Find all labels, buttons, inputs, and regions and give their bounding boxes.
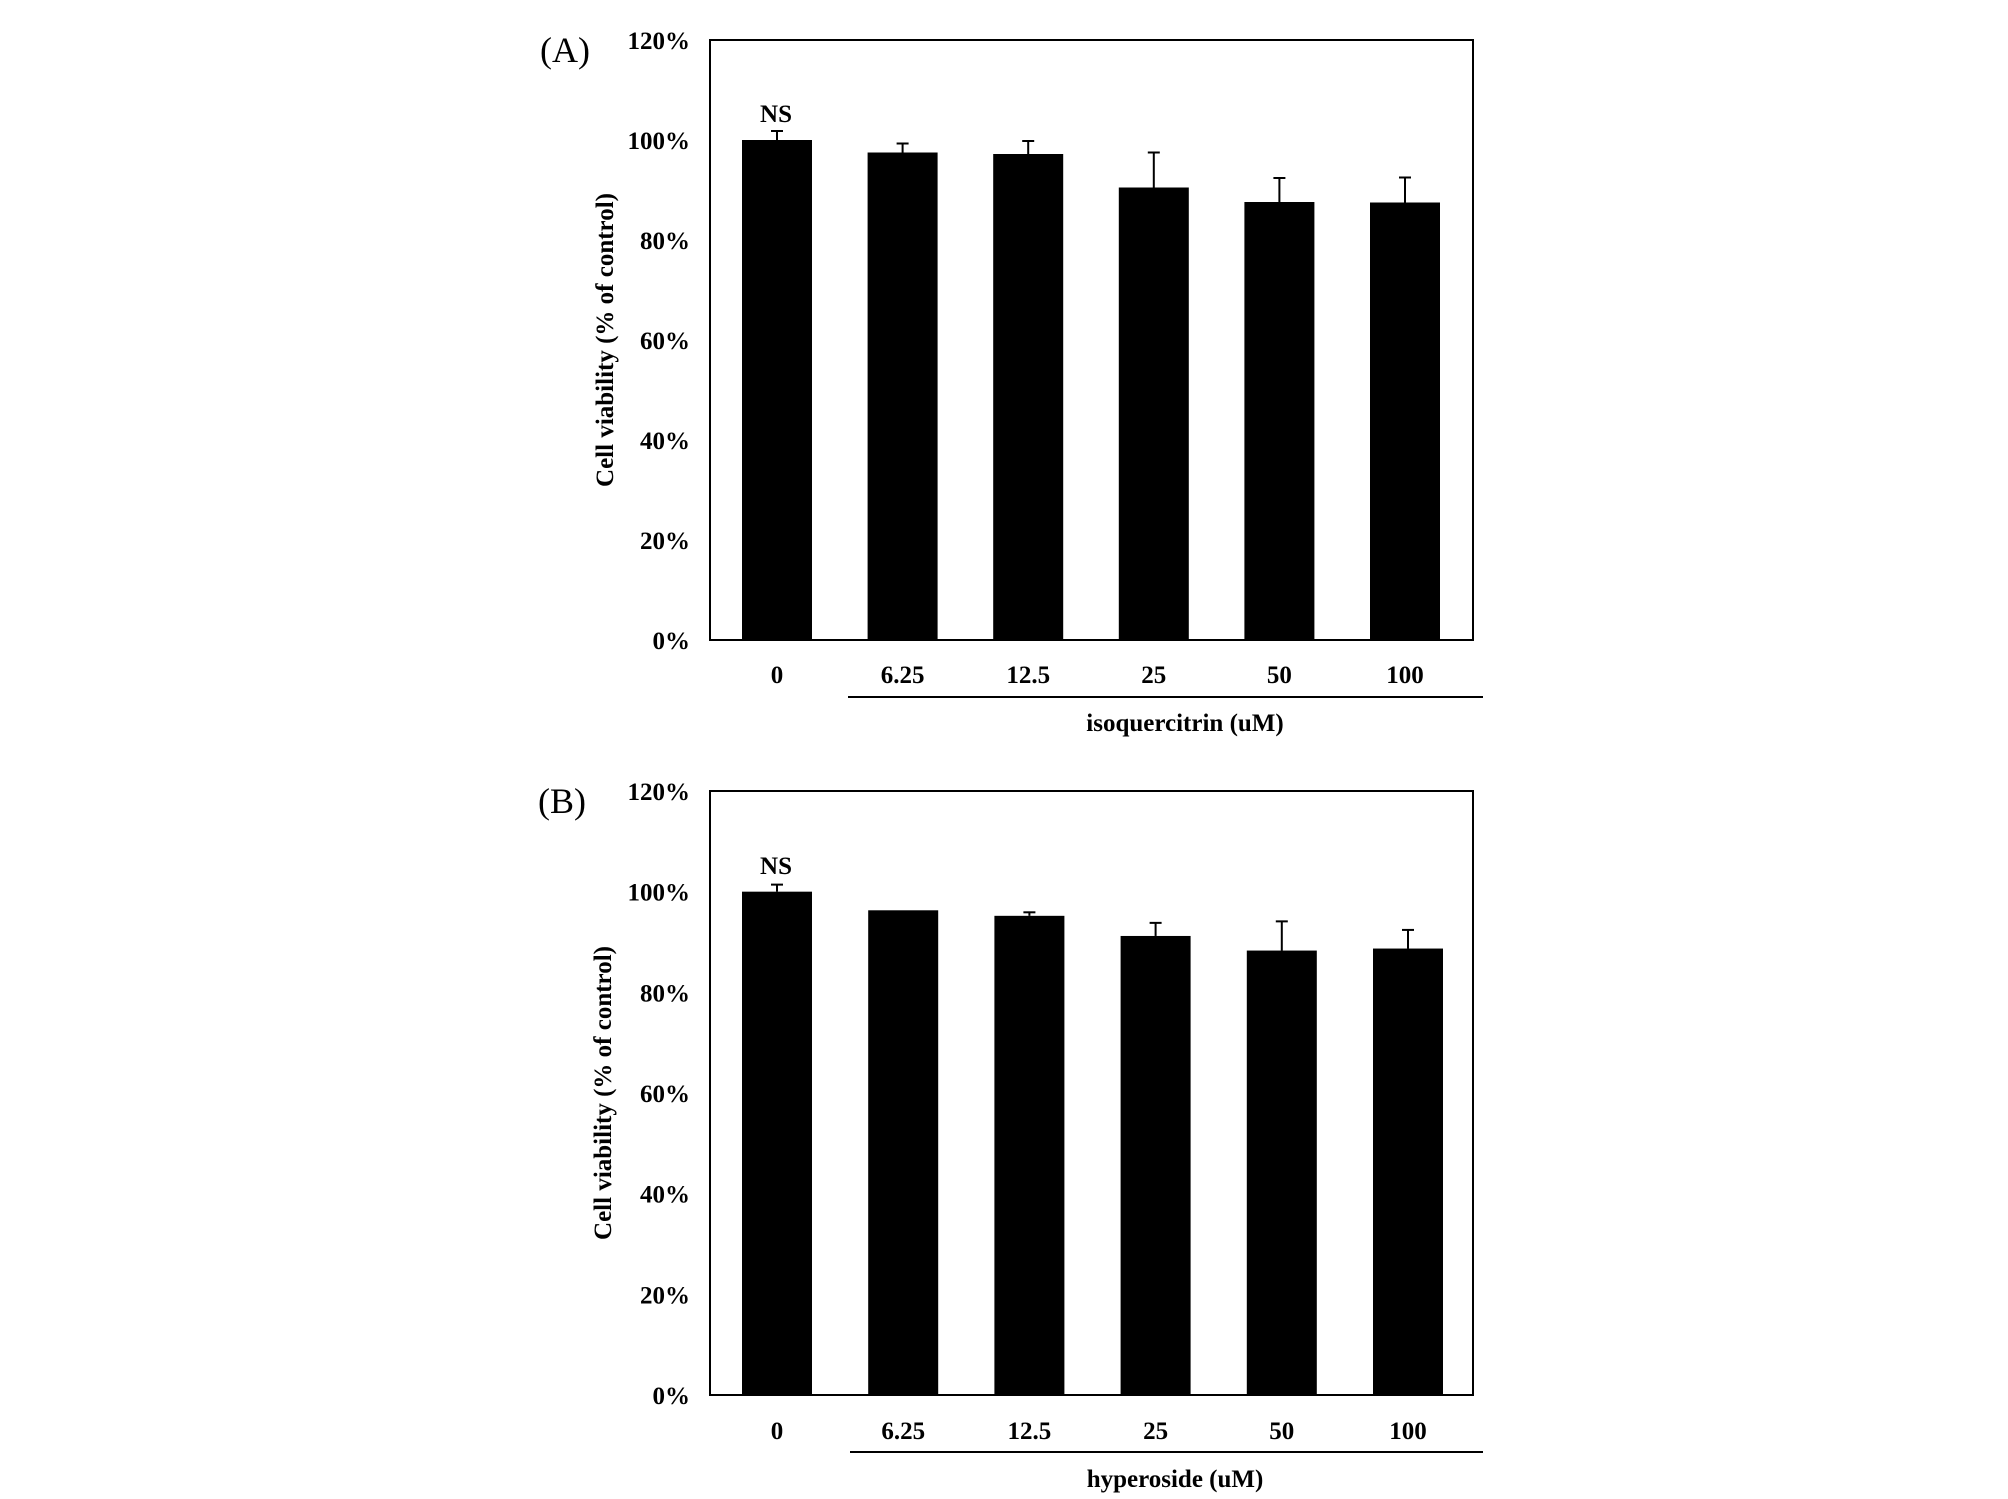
panel-b-x-tick-label: 25 — [1143, 1418, 1168, 1445]
panel-b-bars — [742, 883, 1443, 1395]
panel-b-ns-annotation: NS — [760, 853, 792, 880]
panel-b-y-tick-label: 60% — [640, 1081, 690, 1108]
panel-a-y-tick-label: 80% — [640, 228, 690, 255]
panel-b-y-tick-label: 120% — [628, 779, 691, 806]
panel-b-y-axis-label: Cell viability (% of control) — [590, 946, 617, 1240]
panel-b-plot-frame — [709, 790, 1474, 1396]
panel-a-plot-frame — [709, 39, 1474, 641]
panel-b-x-tick-label: 6.25 — [881, 1418, 925, 1445]
panel-a-x-tick-label: 12.5 — [1006, 662, 1050, 689]
panel-b: (B) 0% 20% 40% 60% 80% 100% 120% 0 6.25 12.5 25 50… — [538, 779, 1483, 1493]
panel-b-y-tick-label: 0% — [653, 1383, 691, 1410]
panel-b-x-tick-label: 0 — [771, 1418, 784, 1445]
panel-a-y-tick-label: 60% — [640, 328, 690, 355]
panel-a-bar — [867, 152, 938, 640]
panel-a-label: (A) — [540, 30, 590, 70]
panel-b-y-ticks: 0% 20% 40% 60% 80% 100% 120% — [628, 779, 691, 1410]
panel-a-y-tick-label: 120% — [628, 28, 691, 55]
panel-a: (A) 0% 20% 40% 60% 80% 100% 120% 0 6.25 12.5 25 50… — [540, 28, 1483, 737]
panel-b-bar — [1246, 950, 1317, 1395]
panel-a-x-tick-label: 25 — [1141, 662, 1166, 689]
panel-a-x-axis-label: isoquercitrin (uM) — [1086, 710, 1283, 737]
panel-a-bar — [1370, 202, 1440, 640]
panel-a-y-axis-label: Cell viability (% of control) — [592, 193, 619, 487]
panel-a-y-ticks: 0% 20% 40% 60% 80% 100% 120% — [628, 28, 691, 655]
panel-a-bar — [1118, 187, 1189, 640]
panel-b-y-tick-label: 80% — [640, 980, 690, 1007]
panel-b-x-tick-label: 12.5 — [1008, 1418, 1052, 1445]
panel-b-bar — [868, 910, 939, 1395]
panel-a-y-tick-label: 40% — [640, 428, 690, 455]
panel-a-bar — [993, 154, 1064, 640]
panel-a-bars — [742, 130, 1440, 640]
panel-b-x-tick-label: 100 — [1389, 1418, 1427, 1445]
panel-b-y-tick-label: 20% — [640, 1282, 690, 1309]
panel-a-x-ticks: 0 6.25 12.5 25 50 100 — [771, 662, 1424, 689]
panel-a-x-tick-label: 50 — [1267, 662, 1292, 689]
panel-b-x-tick-label: 50 — [1269, 1418, 1294, 1445]
panel-a-x-tick-label: 6.25 — [881, 662, 925, 689]
panel-b-x-axis-label: hyperoside (uM) — [1087, 1466, 1264, 1493]
panel-b-bar — [742, 891, 812, 1395]
panel-b-y-tick-label: 40% — [640, 1182, 690, 1209]
panel-b-bar — [994, 915, 1065, 1395]
panel-a-y-tick-label: 100% — [628, 128, 691, 155]
panel-b-label: (B) — [538, 781, 586, 821]
panel-b-y-tick-label: 100% — [628, 880, 691, 907]
panel-a-x-tick-label: 0 — [771, 662, 784, 689]
panel-b-x-ticks: 0 6.25 12.5 25 50 100 — [771, 1418, 1427, 1445]
panel-a-y-tick-label: 0% — [653, 628, 691, 655]
panel-a-x-tick-label: 100 — [1386, 662, 1424, 689]
panel-a-ns-annotation: NS — [760, 101, 792, 128]
panel-a-bar — [742, 140, 812, 640]
panel-b-bar — [1373, 948, 1443, 1395]
panel-a-bar — [1244, 202, 1315, 640]
panel-a-y-tick-label: 20% — [640, 528, 690, 555]
panel-b-bar — [1120, 935, 1191, 1395]
